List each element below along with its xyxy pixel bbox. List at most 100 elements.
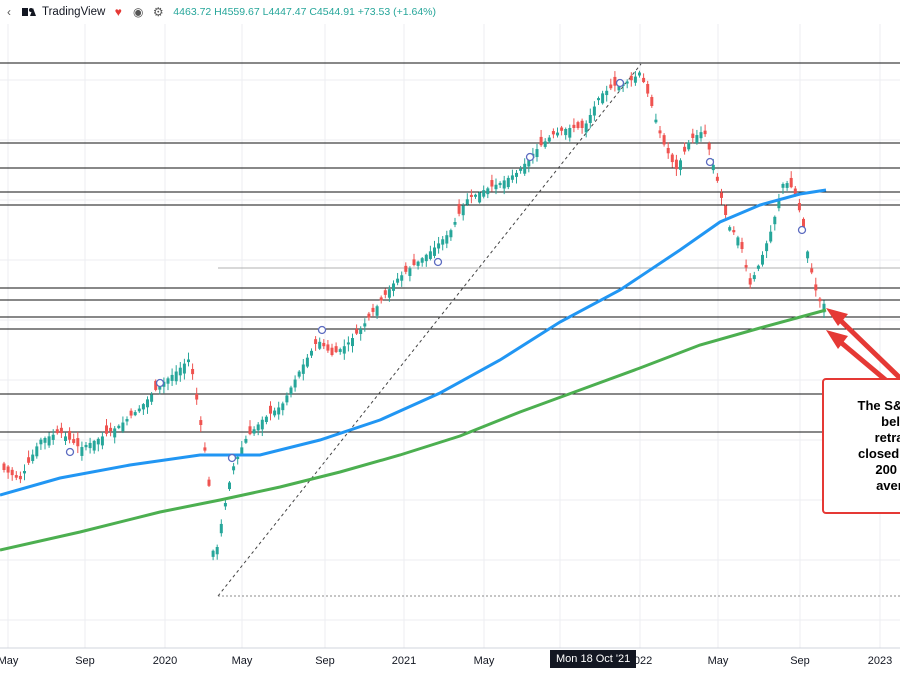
candle-body-141 (580, 120, 584, 128)
candle-body-77 (318, 341, 322, 349)
annotation-line-6: averag (876, 478, 900, 493)
candle-body-150 (617, 84, 621, 91)
candle-body-8 (35, 446, 39, 457)
candle-body-47 (195, 393, 199, 400)
candle-body-64 (264, 416, 268, 422)
candle-body-198 (814, 284, 818, 291)
candle-body-11 (47, 436, 51, 446)
candle-body-40 (166, 378, 170, 384)
heart-icon[interactable]: ♥ (114, 5, 122, 19)
candle-body-78 (322, 342, 326, 347)
candle-body-99 (408, 268, 412, 276)
x-tick-label-9: May (708, 655, 729, 667)
annotation-line-2: below (881, 414, 900, 429)
candle-body-98 (404, 265, 408, 272)
candle-body-139 (572, 124, 576, 128)
candle-body-67 (277, 407, 281, 415)
candle-body-112 (461, 205, 465, 216)
arrow-shaft-1 (836, 316, 900, 380)
event-marker-8 (797, 225, 807, 235)
candle-body-196 (806, 251, 810, 259)
candle-body-71 (293, 379, 297, 388)
gear-icon[interactable]: ⚙ (152, 5, 164, 19)
candle-body-82 (338, 349, 342, 352)
candle-body-184 (756, 265, 760, 269)
candle-body-191 (785, 183, 789, 188)
candle-body-160 (658, 130, 662, 134)
arrow-head-1 (826, 308, 848, 326)
candle-body-103 (424, 254, 428, 262)
candle-body-113 (465, 199, 469, 205)
candle-body-158 (650, 97, 654, 106)
candle-body-52 (215, 547, 219, 555)
candle-body-166 (683, 146, 687, 152)
candle-body-147 (605, 90, 609, 96)
candle-body-110 (453, 222, 457, 225)
candle-body-25 (105, 425, 108, 434)
candle-body-193 (793, 188, 797, 195)
candle-body-10 (43, 438, 47, 443)
candle-body-159 (654, 119, 658, 123)
candle-body-30 (125, 419, 129, 422)
candle-body-164 (674, 159, 678, 170)
candle-body-9 (39, 439, 43, 445)
candle-body-0 (2, 463, 6, 470)
chevron-left-icon[interactable]: ‹ (7, 5, 11, 19)
candle-body-195 (802, 218, 805, 229)
candle-body-12 (51, 434, 55, 440)
candle-body-51 (211, 550, 215, 557)
candle-body-75 (310, 350, 313, 356)
candle-body-161 (662, 135, 666, 145)
candle-body-127 (523, 163, 527, 174)
candle-body-41 (170, 374, 174, 381)
candle-body-96 (396, 278, 400, 283)
candle-body-63 (260, 419, 264, 430)
candle-body-72 (297, 371, 301, 377)
candle-body-97 (400, 275, 404, 281)
candle-body-138 (568, 128, 572, 138)
candle-body-79 (326, 344, 330, 351)
event-marker-0 (65, 447, 75, 457)
candle-body-106 (437, 243, 441, 249)
candle-body-89 (367, 313, 371, 318)
candle-body-190 (781, 184, 785, 188)
event-marker-6 (615, 78, 625, 88)
candle-body-80 (330, 347, 334, 355)
candle-body-155 (638, 72, 641, 76)
candle-body-2 (10, 469, 14, 476)
candle-body-29 (121, 422, 125, 432)
candle-body-149 (613, 76, 617, 86)
candle-body-84 (346, 342, 350, 345)
candle-body-91 (375, 306, 379, 316)
candle-body-32 (133, 412, 137, 416)
candle-body-38 (158, 385, 162, 390)
tradingview-logo-icon (22, 8, 36, 16)
candle-body-19 (80, 447, 84, 456)
ohlc-readout: 4463.72 H4559.67 L4447.47 C4544.91 +73.5… (173, 6, 437, 18)
candle-body-172 (707, 143, 711, 150)
candle-body-153 (629, 75, 633, 81)
annotation-line-5: 200 we (875, 462, 900, 477)
candle-body-56 (232, 466, 236, 471)
eye-icon[interactable]: ◉ (133, 5, 144, 19)
event-marker-3 (317, 325, 327, 335)
x-tick-label-1: Sep (75, 655, 95, 667)
candle-body-102 (420, 258, 424, 263)
x-tick-label-11: 2023 (868, 655, 892, 667)
candle-body-194 (797, 203, 801, 211)
candle-body-46 (191, 368, 195, 375)
candle-body-42 (174, 371, 178, 382)
candle-body-122 (502, 180, 506, 189)
candle-body-132 (543, 141, 547, 147)
candle-body-14 (59, 427, 63, 434)
candle-body-170 (699, 132, 703, 139)
logo-group: ‹ TradingView ♥ ◉ ⚙ (0, 5, 165, 19)
candle-body-115 (474, 194, 477, 197)
candle-body-73 (301, 364, 305, 374)
candle-body-36 (150, 394, 154, 402)
candle-body-107 (441, 239, 445, 245)
candle-body-104 (428, 251, 432, 259)
candle-body-43 (178, 367, 182, 376)
